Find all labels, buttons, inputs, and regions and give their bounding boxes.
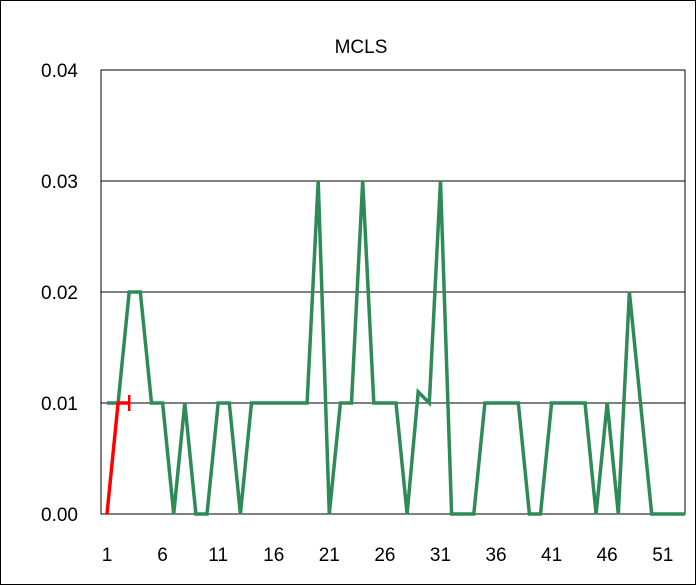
y-tick-label: 0.03	[41, 172, 78, 193]
y-tick-label: 0.00	[41, 505, 78, 526]
series-line-1	[105, 401, 130, 515]
x-tick-label: 16	[263, 545, 284, 566]
chart-title: MCLS	[335, 37, 388, 58]
x-tick-label: 36	[485, 545, 506, 566]
x-tick-label: 1	[102, 545, 113, 566]
y-tick-label: 0.02	[41, 283, 78, 304]
data-series	[105, 180, 686, 516]
x-tick-label: 21	[319, 545, 340, 566]
x-tick-label: 6	[157, 545, 168, 566]
plot-area	[100, 69, 686, 515]
x-axis-tick-labels: 1 6 11 16 21 26 31 36 41 46 51	[102, 545, 674, 566]
x-tick-label: 26	[374, 545, 395, 566]
gridlines	[101, 180, 685, 404]
y-tick-label: 0.04	[41, 61, 78, 82]
x-tick-label: 11	[208, 545, 228, 566]
y-tick-label: 0.01	[41, 394, 78, 415]
x-tick-label: 31	[430, 545, 451, 566]
x-tick-label: 51	[652, 545, 673, 566]
x-tick-label: 46	[597, 545, 618, 566]
y-axis-tick-labels: 0.00 0.01 0.02 0.03 0.04	[41, 61, 78, 526]
series-line-0	[107, 180, 685, 516]
x-tick-label: 41	[541, 545, 562, 566]
